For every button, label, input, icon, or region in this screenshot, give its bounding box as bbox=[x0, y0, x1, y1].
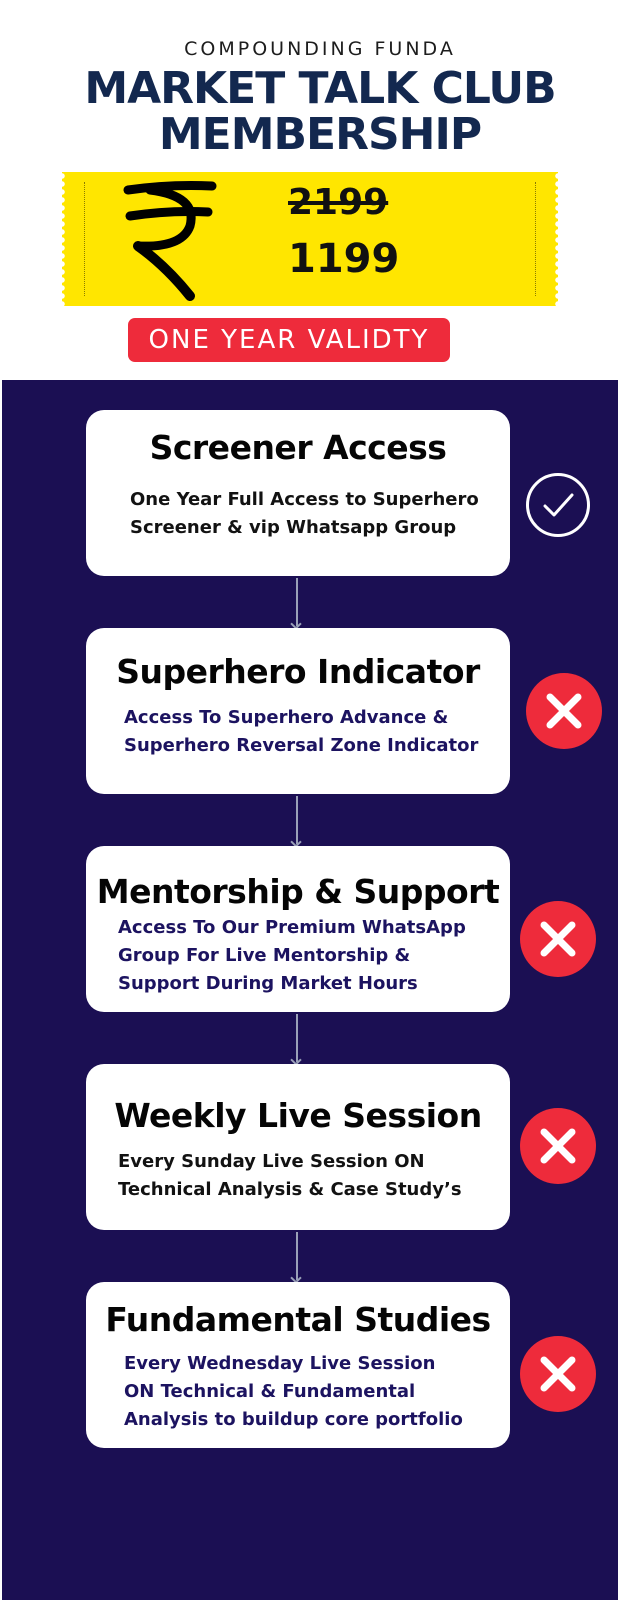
feature-card-fundamental-studies: Fundamental Studies Every Wednesday Live… bbox=[86, 1282, 510, 1448]
offer-price: 1199 bbox=[288, 236, 400, 282]
cross-circle-icon bbox=[520, 1108, 596, 1184]
feature-title: Mentorship & Support bbox=[96, 872, 500, 911]
feature-description-line: Group For Live Mentorship & bbox=[118, 945, 411, 966]
feature-title: Weekly Live Session bbox=[114, 1096, 482, 1135]
ticket-edge-left bbox=[58, 172, 66, 306]
feature-description-line: One Year Full Access to Superhero bbox=[130, 489, 479, 510]
feature-title: Superhero Indicator bbox=[116, 652, 480, 691]
cross-circle-icon bbox=[520, 901, 596, 977]
feature-card-mentorship-support: Mentorship & Support Access To Our Premi… bbox=[86, 846, 510, 1012]
x-mark-icon bbox=[540, 1356, 576, 1392]
feature-description: Access To Superhero Advance & Superhero … bbox=[124, 704, 478, 760]
feature-description-line: Access To Our Premium WhatsApp bbox=[118, 917, 466, 938]
rupee-icon bbox=[123, 181, 217, 301]
feature-description-line: Superhero Reversal Zone Indicator bbox=[124, 735, 479, 756]
price-ticket: 2199 1199 bbox=[58, 172, 562, 306]
cross-circle-icon bbox=[526, 673, 602, 749]
feature-title: Screener Access bbox=[149, 428, 447, 467]
ticket-perforation-left bbox=[84, 182, 85, 296]
check-mark-icon bbox=[543, 493, 574, 517]
page-title: MARKET TALK CLUB MEMBERSHIP bbox=[0, 66, 640, 158]
flow-arrow bbox=[296, 796, 298, 844]
flow-arrow bbox=[296, 578, 298, 626]
ticket-edge-right bbox=[554, 172, 562, 306]
feature-description-line: Technical Analysis & Case Study’s bbox=[118, 1179, 462, 1200]
feature-description-line: Every Wednesday Live Session bbox=[124, 1353, 436, 1374]
feature-description-line: Every Sunday Live Session ON bbox=[118, 1151, 425, 1172]
cross-circle-icon bbox=[520, 1336, 596, 1412]
original-price: 2199 bbox=[288, 182, 389, 223]
x-mark-icon bbox=[540, 921, 576, 957]
check-circle-icon bbox=[526, 473, 590, 537]
x-mark-icon bbox=[546, 693, 582, 729]
feature-description-line: Analysis to buildup core portfolio bbox=[124, 1409, 463, 1430]
ticket-perforation-right bbox=[535, 182, 536, 296]
feature-description-line: Access To Superhero Advance & bbox=[124, 707, 449, 728]
feature-description: Every Wednesday Live Session ON Technica… bbox=[124, 1350, 463, 1434]
feature-card-screener-access: Screener Access One Year Full Access to … bbox=[86, 410, 510, 576]
flow-arrow bbox=[296, 1232, 298, 1280]
header-section: COMPOUNDING FUNDA MARKET TALK CLUB MEMBE… bbox=[0, 0, 640, 380]
brand-name: COMPOUNDING FUNDA bbox=[184, 38, 456, 60]
x-mark-icon bbox=[540, 1128, 576, 1164]
feature-description: Access To Our Premium WhatsApp Group For… bbox=[118, 914, 466, 998]
flow-arrow bbox=[296, 1014, 298, 1062]
validity-badge: ONE YEAR VALIDTY bbox=[128, 318, 450, 362]
feature-card-superhero-indicator: Superhero Indicator Access To Superhero … bbox=[86, 628, 510, 794]
title-line-2: MEMBERSHIP bbox=[158, 109, 482, 160]
feature-title: Fundamental Studies bbox=[105, 1300, 491, 1339]
title-line-1: MARKET TALK CLUB bbox=[84, 63, 556, 114]
feature-card-weekly-live-session: Weekly Live Session Every Sunday Live Se… bbox=[86, 1064, 510, 1230]
feature-description: One Year Full Access to Superhero Screen… bbox=[130, 486, 479, 542]
feature-description: Every Sunday Live Session ON Technical A… bbox=[118, 1148, 462, 1204]
feature-description-line: Screener & vip Whatsapp Group bbox=[130, 517, 457, 538]
feature-description-line: Support During Market Hours bbox=[118, 973, 418, 994]
feature-description-line: ON Technical & Fundamental bbox=[124, 1381, 416, 1402]
